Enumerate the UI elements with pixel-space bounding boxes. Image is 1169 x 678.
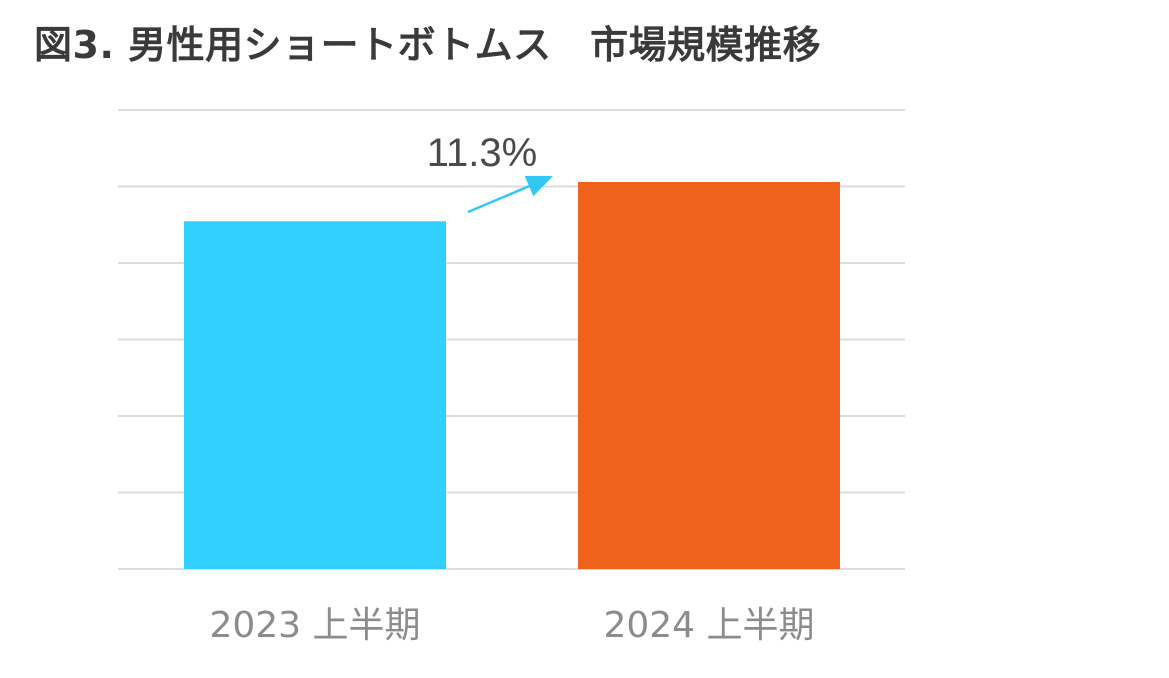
growth-arrow-line xyxy=(467,180,540,214)
growth-annotation: 11.3% xyxy=(427,131,553,214)
bar-1 xyxy=(184,221,446,570)
bar-2 xyxy=(578,181,840,569)
category-labels: 2023 上半期 2024 上半期 xyxy=(209,605,814,646)
growth-rate-label: 11.3% xyxy=(427,131,537,175)
category-label-2: 2024 上半期 xyxy=(603,605,814,646)
bars xyxy=(184,181,840,570)
chart-title: 図3. 男性用ショートボトムス 市場規模推移 xyxy=(34,23,822,67)
category-label-1: 2023 上半期 xyxy=(209,605,420,646)
growth-arrowhead xyxy=(524,176,553,197)
